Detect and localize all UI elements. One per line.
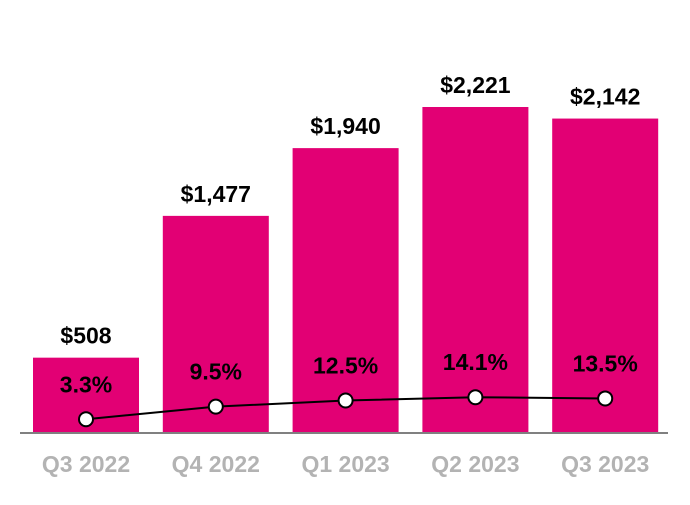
- percent-label: 14.1%: [443, 349, 508, 375]
- line-marker: [597, 390, 614, 407]
- line-marker: [207, 398, 224, 415]
- bar: [162, 215, 269, 432]
- bar: [552, 118, 659, 432]
- percent-label: 13.5%: [573, 350, 638, 376]
- x-tick-label: Q3 2023: [561, 451, 649, 477]
- x-tick-label: Q1 2023: [301, 451, 389, 477]
- percent-label: 9.5%: [190, 359, 242, 385]
- x-tick-label: Q2 2023: [431, 451, 519, 477]
- line-marker: [337, 392, 354, 409]
- bar-value-label: $1,940: [310, 113, 380, 139]
- bar-value-label: $2,142: [570, 84, 640, 110]
- bar-value-label: $2,221: [440, 72, 511, 98]
- percent-label: 3.3%: [60, 371, 112, 397]
- line-marker: [78, 411, 94, 428]
- bar: [292, 148, 399, 432]
- percent-label: 12.5%: [313, 353, 378, 379]
- bar-value-label: $1,477: [181, 181, 251, 207]
- x-tick-label: Q4 2022: [172, 451, 260, 477]
- x-tick-label: Q3 2022: [42, 451, 130, 477]
- bar-value-label: $508: [60, 323, 111, 349]
- bar: [422, 107, 529, 432]
- line-marker: [467, 389, 484, 406]
